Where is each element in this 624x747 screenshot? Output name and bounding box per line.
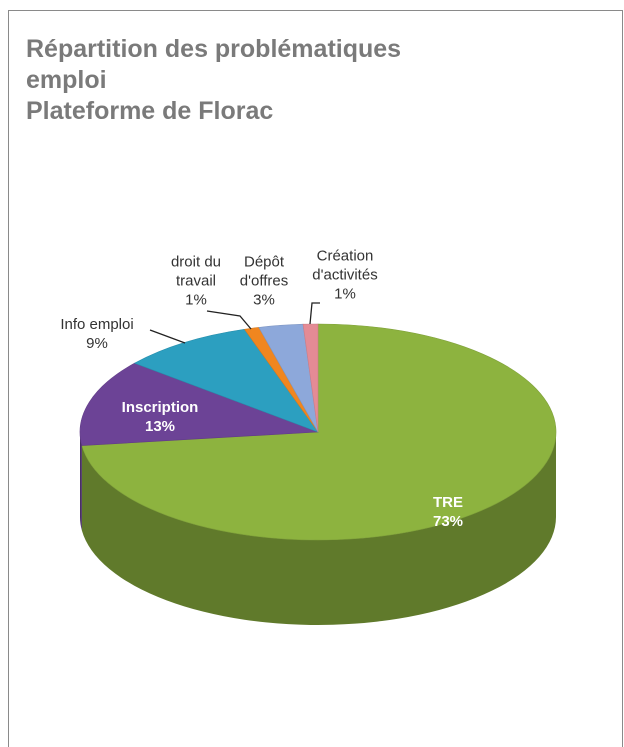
chart-frame — [8, 10, 623, 747]
slice-label: droit du travail 1% — [164, 253, 228, 310]
value-label: 1% — [185, 291, 207, 309]
slice — [302, 323, 319, 433]
category-label: Info emploi — [60, 316, 134, 333]
value-label: 9% — [86, 335, 108, 352]
slice-label: Dépôt d'offres 3% — [236, 253, 292, 310]
slice-label: TRE 73% — [418, 493, 478, 531]
value-label: 73% — [432, 513, 464, 530]
slice-label: Inscription 13% — [110, 398, 210, 436]
category-label: Dépôt d'offres — [239, 253, 289, 290]
slice — [81, 323, 557, 541]
chart-subtitle: Plateforme de Florac — [26, 97, 274, 125]
category-label: droit du travail — [170, 253, 222, 290]
category-label: Inscription — [121, 399, 199, 416]
slice-label: Info emploi 9% — [42, 315, 152, 353]
value-label: 13% — [144, 418, 176, 435]
slice — [79, 362, 319, 446]
category-label: Création d'activités — [312, 247, 378, 284]
category-label: TRE — [433, 494, 463, 511]
leader-line — [206, 310, 252, 330]
leader-line — [149, 329, 186, 344]
leader-line — [309, 302, 320, 325]
slice-label: Création d'activités 1% — [300, 247, 390, 304]
value-label: 1% — [334, 285, 356, 303]
slice-side — [81, 432, 556, 626]
chart-title: Répartition des problématiques emploi — [26, 35, 402, 94]
slice-side — [80, 432, 82, 531]
value-label: 3% — [253, 291, 275, 309]
